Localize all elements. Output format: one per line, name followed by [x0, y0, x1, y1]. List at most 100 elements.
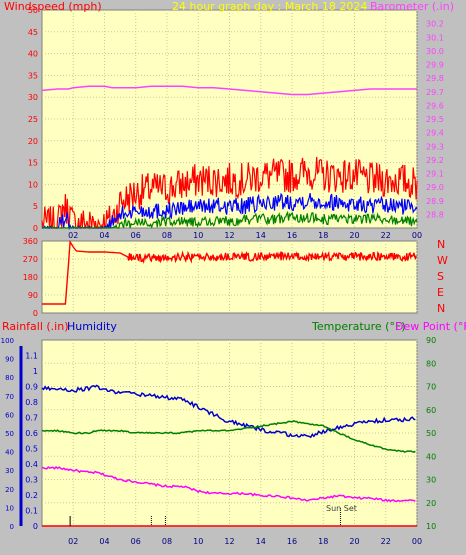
- humidity-axis-label: Humidity: [67, 320, 117, 333]
- wind-y-ticks: 0 5 10 15 20 25 30 35 40 45 50: [28, 6, 38, 233]
- direction-series: [42, 239, 417, 305]
- wind-x-tick-label: 10: [193, 231, 203, 240]
- humidity-y-tick-label: 60: [5, 411, 14, 419]
- wind-x-tick-label: 18: [318, 231, 328, 240]
- barometer-y-tick-label: 29.1: [426, 170, 444, 179]
- wind-y-tick-label: 45: [28, 28, 38, 37]
- direction-y-tick-label: 0: [33, 309, 38, 318]
- wind-x-tick-label: 04: [99, 231, 109, 240]
- humidity-x-tick-label: 08: [162, 537, 172, 546]
- humidity-y-ticks: 0 10 20 30 40 50 60 70 80 90 100: [1, 337, 14, 531]
- temperature-y-tick-label: 30: [426, 476, 436, 485]
- wind-x-tick-label: 12: [224, 231, 234, 240]
- humidity-x-tick-label: 20: [349, 537, 359, 546]
- barometer-y-tick-label: 29.3: [426, 142, 444, 151]
- temperature-axis-label: Temperature (°F): [311, 320, 406, 333]
- humidity-y-tick-label: 50: [5, 430, 14, 438]
- wind-y-tick-label: 30: [28, 93, 38, 102]
- barometer-y-tick-label: 29.6: [426, 101, 444, 110]
- wind-y-tick-label: 20: [28, 137, 38, 146]
- humidity-x-tick-label: 10: [193, 537, 203, 546]
- wind-y-tick-label: 15: [28, 159, 38, 168]
- direction-y-tick-label: 360: [23, 237, 38, 246]
- direction-line: [42, 239, 417, 305]
- humidity-x-tick-label: 16: [287, 537, 297, 546]
- wind-y-tick-label: 50: [28, 6, 38, 15]
- humidity-y-tick-label: 80: [5, 374, 14, 382]
- rain-y-tick-label: 1.1: [25, 352, 38, 361]
- wind-x-tick-label: 16: [287, 231, 297, 240]
- wind-x-tick-label: 22: [381, 231, 391, 240]
- temperature-line: [41, 420, 416, 454]
- humidity-x-ticks: 02 04 06 08 10 12 14 16 18 20 22 00: [68, 537, 422, 546]
- temperature-y-tick-label: 70: [426, 383, 436, 392]
- barometer-axis-label: Barometer (.in): [370, 0, 454, 13]
- barometer-y-tick-label: 29.0: [426, 183, 444, 192]
- sunset-label: Sun Set: [326, 504, 357, 513]
- barometer-y-tick-label: 30.0: [426, 47, 444, 56]
- rain-y-tick-label: 1: [33, 367, 38, 376]
- barometer-y-tick-label: 29.9: [426, 61, 444, 70]
- humidity-x-tick-label: 04: [99, 537, 109, 546]
- rain-y-tick-label: 0.7: [25, 414, 38, 423]
- humidity-y-tick-label: 40: [5, 449, 14, 457]
- barometer-y-tick-label: 30.2: [426, 20, 444, 29]
- barometer-y-tick-label: 28.9: [426, 197, 444, 206]
- temperature-y-ticks: 10 20 30 40 50 60 70 80 90: [426, 336, 436, 531]
- barometer-y-tick-label: 30.1: [426, 33, 444, 42]
- wind-min-line: [41, 210, 418, 229]
- barometer-y-tick-label: 29.7: [426, 88, 444, 97]
- rain-y-tick-label: 0.3: [25, 476, 38, 485]
- humidity-series: [41, 384, 417, 527]
- humidity-y-tick-label: 20: [5, 486, 14, 494]
- barometer-y-tick-label: 28.8: [426, 210, 444, 219]
- dewpoint-axis-label: Dew Point (°F): [395, 320, 466, 333]
- humidity-y-tick-label: 10: [5, 504, 14, 512]
- direction-y-ticks: 0 90 180 270 360: [23, 237, 38, 318]
- wind-x-tick-label: 20: [349, 231, 359, 240]
- humidity-x-tick-label: 00: [412, 537, 422, 546]
- direction-grid: [42, 241, 418, 313]
- temperature-y-tick-label: 20: [426, 499, 436, 508]
- rain-y-tick-label: 0.9: [25, 383, 38, 392]
- barometer-y-tick-label: 29.4: [426, 129, 444, 138]
- rain-y-tick-label: 0.1: [25, 507, 38, 516]
- wind-y-tick-label: 40: [28, 50, 38, 59]
- direction-y-tick-label: 90: [28, 291, 38, 300]
- humidity-y-tick-label: 90: [5, 356, 14, 364]
- rain-y-ticks: 0 0.1 0.2 0.3 0.4 0.5 0.6 0.7 0.8 0.9 1 1.1: [25, 352, 38, 532]
- wind-avg-line: [41, 192, 418, 231]
- temperature-y-tick-label: 40: [426, 452, 436, 461]
- wind-x-tick-label: 02: [68, 231, 78, 240]
- wind-y-tick-label: 25: [28, 115, 38, 124]
- humidity-x-tick-label: 12: [224, 537, 234, 546]
- temperature-y-tick-label: 80: [426, 359, 436, 368]
- humidity-x-tick-label: 02: [68, 537, 78, 546]
- compass-label: S: [437, 270, 444, 283]
- rainfall-axis-label: Rainfall (.in): [2, 320, 69, 333]
- humidity-y-tick-label: 0: [10, 523, 14, 531]
- temperature-y-tick-label: 90: [426, 336, 436, 345]
- barometer-y-tick-label: 29.8: [426, 74, 444, 83]
- barometer-y-tick-label: 29.2: [426, 156, 444, 165]
- wind-x-tick-label: 00: [412, 231, 422, 240]
- humidity-y-tick-label: 30: [5, 467, 14, 475]
- chart-title: 24 hour graph day : March 18 2024: [172, 0, 367, 13]
- humidity-x-tick-label: 18: [318, 537, 328, 546]
- rain-y-tick-label: 0.4: [25, 460, 38, 469]
- wind-x-ticks: 02 04 06 08 10 12 14 16 18 20 22 00: [68, 231, 422, 240]
- barometer-line: [41, 85, 417, 96]
- compass-label: E: [437, 286, 444, 299]
- direction-y-tick-label: 180: [23, 273, 38, 282]
- humidity-x-tick-label: 14: [256, 537, 266, 546]
- rain-y-tick-label: 0.5: [25, 445, 38, 454]
- rain-y-tick-label: 0.2: [25, 491, 38, 500]
- humidity-x-tick-label: 06: [131, 537, 141, 546]
- wind-x-tick-label: 08: [162, 231, 172, 240]
- wind-grid: [42, 10, 418, 228]
- temperature-y-tick-label: 10: [426, 522, 436, 531]
- humidity-y-tick-label: 100: [1, 337, 14, 345]
- wind-y-tick-label: 35: [28, 71, 38, 80]
- dewpoint-line: [41, 465, 416, 503]
